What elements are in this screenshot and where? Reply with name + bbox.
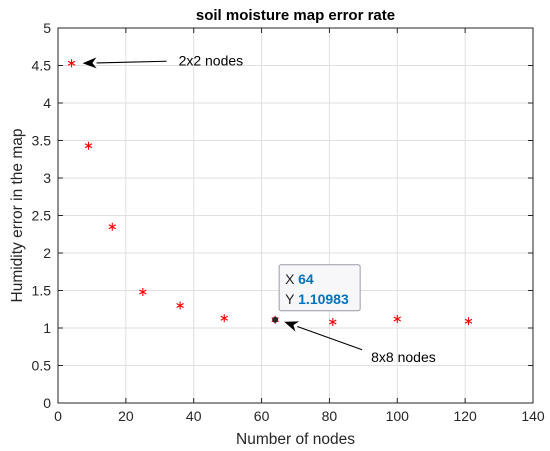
y-axis-label: Humidity error in the map	[9, 128, 26, 302]
x-tick-label: 40	[186, 408, 202, 424]
datatip-x-key: X	[285, 271, 295, 287]
y-tick-label: 0	[43, 395, 51, 411]
y-tick-label: 5	[43, 20, 51, 36]
datatip: X 64Y 1.10983	[272, 264, 361, 323]
data-point	[139, 288, 147, 296]
chart-title: soil moisture map error rate	[196, 7, 395, 24]
data-point	[329, 318, 337, 326]
axis-ticks: 0 20 40 60 80 100 120 140 0 0.5 1 1.5 2 2.5 3 3.5 4 4.5 5	[32, 20, 545, 424]
x-tick-label: 100	[386, 408, 410, 424]
y-tick-label: 1	[43, 320, 51, 336]
x-axis-label: Number of nodes	[236, 431, 355, 448]
y-tick-label: 2.5	[32, 208, 52, 224]
x-tick-label: 140	[521, 408, 545, 424]
annotation-arrow	[284, 321, 363, 351]
datatip-marker	[272, 316, 279, 323]
y-tick-label: 0.5	[32, 358, 52, 374]
y-tick-label: 4	[43, 95, 51, 111]
data-point	[393, 315, 402, 323]
annotations: 2x2 nodes 8x8 nodes	[82, 52, 436, 365]
annotation-label: 2x2 nodes	[179, 52, 244, 68]
grid-lines	[57, 27, 534, 404]
x-tick-label: 80	[322, 408, 338, 424]
y-tick-label: 1.5	[32, 283, 52, 299]
data-point	[108, 222, 117, 231]
data-point	[464, 317, 473, 326]
y-tick-label: 3.5	[32, 133, 52, 149]
y-tick-label: 2	[43, 245, 51, 261]
annotation-label: 8x8 nodes	[371, 349, 436, 365]
data-point	[84, 141, 93, 150]
annotation-arrow	[82, 57, 167, 69]
x-tick-label: 20	[118, 408, 134, 424]
datatip-x-value: 64	[298, 271, 314, 287]
data-point	[220, 314, 228, 323]
datatip-y-key: Y	[285, 291, 295, 307]
x-tick-label: 0	[54, 408, 62, 424]
x-tick-label: 60	[254, 408, 270, 424]
y-tick-label: 4.5	[32, 58, 52, 74]
data-points	[67, 59, 473, 326]
datatip-y-value: 1.10983	[298, 291, 349, 307]
data-point	[67, 59, 76, 68]
data-point	[176, 301, 184, 310]
y-tick-label: 3	[43, 170, 51, 186]
datatip-box	[278, 264, 361, 312]
x-tick-label: 120	[453, 408, 477, 424]
